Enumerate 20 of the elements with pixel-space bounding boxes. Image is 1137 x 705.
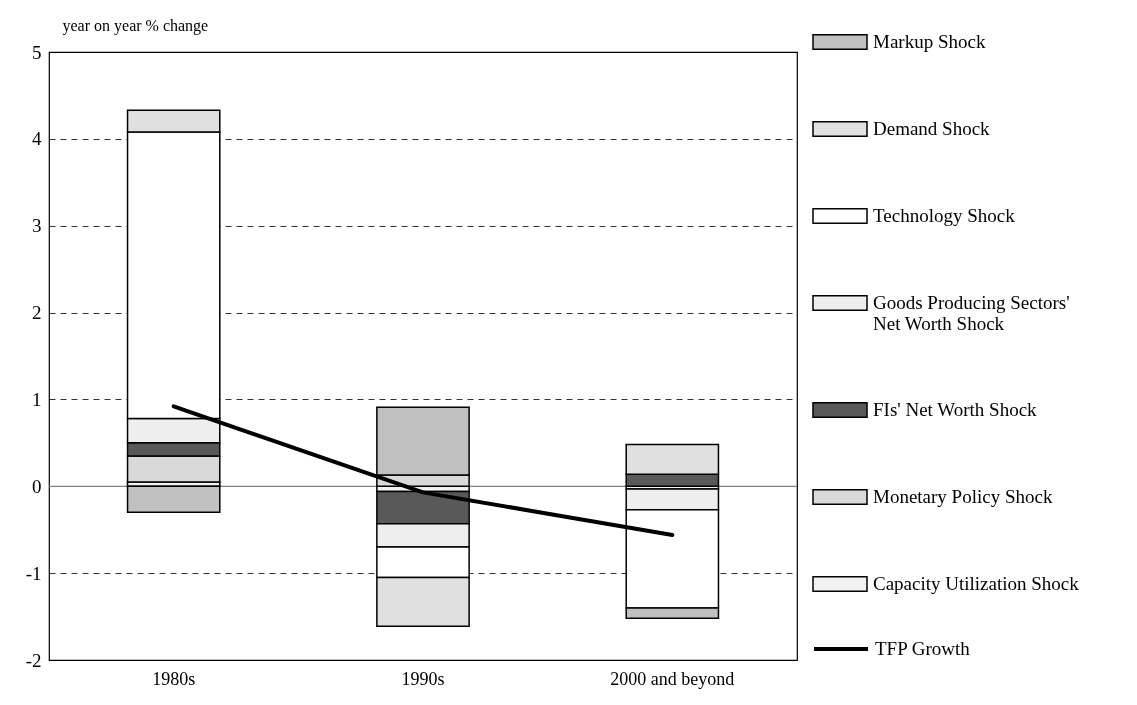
- legend-label: Demand Shock: [873, 118, 991, 139]
- x-tick-label: 1990s: [401, 668, 445, 689]
- y-tick-label: -2: [25, 649, 42, 671]
- y-tick-label: 1: [32, 388, 42, 410]
- y-tick-label: 0: [32, 475, 42, 497]
- y-tick-label: 4: [32, 128, 42, 150]
- y-tick-label: 2: [32, 302, 42, 324]
- y-tick-label: 3: [32, 215, 42, 237]
- y-tick-label: 5: [32, 41, 42, 63]
- legend-label: FIs' Net Worth Shock: [873, 399, 1038, 420]
- y-axis-title: year on year % change: [62, 16, 209, 35]
- legend-label: Goods Producing Sectors' Net Worth Shock: [873, 292, 1070, 334]
- legend-label: Capacity Utilization Shock: [873, 573, 1080, 594]
- legend-label: Monetary Policy Shock: [873, 486, 1053, 507]
- y-tick-label: -1: [25, 562, 42, 584]
- legend-label: TFP Growth: [875, 638, 971, 659]
- x-tick-label: 1980s: [152, 668, 196, 689]
- x-tick-label: 2000 and beyond: [610, 668, 735, 689]
- legend-label: Technology Shock: [873, 205, 1016, 226]
- legend-label: Markup Shock: [873, 31, 986, 52]
